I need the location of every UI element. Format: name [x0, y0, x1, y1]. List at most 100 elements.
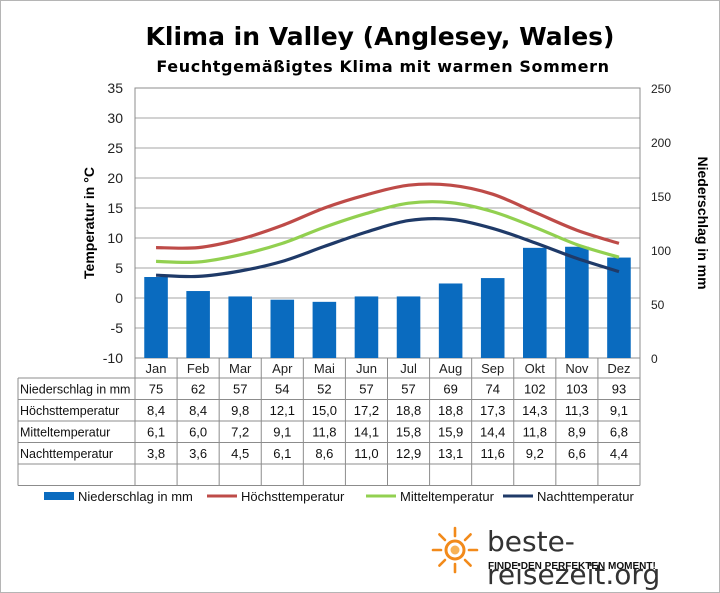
- y-right-axis-label: Niederschlag in mm: [695, 156, 711, 289]
- table-cell: 6,8: [610, 425, 628, 440]
- series-line-mitteltemperatur: [156, 200, 620, 264]
- x-tick-label: Mar: [229, 361, 252, 376]
- table-cell: 4,4: [610, 446, 628, 461]
- plot-area: [134, 87, 641, 359]
- sun-icon: [431, 526, 479, 574]
- table-cell: 8,4: [189, 403, 207, 418]
- y-right-tick-label: 200: [651, 136, 671, 150]
- x-tick-label: Nov: [565, 361, 589, 376]
- y-left-tick-label: 30: [107, 110, 123, 126]
- y-left-tick-label: 15: [107, 200, 123, 216]
- table-cell: 11,0: [354, 446, 378, 461]
- brand-slogan: FINDE DEN PERFEKTEN MOMENT!: [488, 561, 656, 572]
- y-left-tick-label: 35: [107, 80, 123, 96]
- table-cell: 9,2: [526, 446, 544, 461]
- table-cell: 18,8: [438, 403, 463, 418]
- chart-title: Klima in Valley (Anglesey, Wales): [145, 22, 615, 51]
- x-tick-label: Sep: [481, 361, 504, 376]
- y-left-tick-label: 5: [115, 260, 123, 276]
- x-tick-label: Jan: [146, 361, 167, 376]
- precipitation-bar: [396, 296, 421, 358]
- y-right-tick-label: 50: [651, 298, 665, 312]
- table-cell: 15,0: [312, 403, 337, 418]
- precipitation-bar: [144, 277, 168, 358]
- chart-subtitle: Feuchtgemäßigtes Klima mit warmen Sommer…: [156, 57, 610, 76]
- table-cell: 57: [233, 382, 247, 397]
- table-cell: 6,1: [147, 425, 165, 440]
- y-left-tick-label: -5: [111, 320, 124, 336]
- precipitation-bar: [438, 283, 463, 358]
- table-cell: 11,3: [565, 403, 589, 418]
- table-cell: 8,9: [568, 425, 586, 440]
- table-cell: 17,2: [354, 403, 379, 418]
- x-tick-label: Aug: [439, 361, 462, 376]
- table-cell: 74: [485, 382, 499, 397]
- series-line-höchsttemperatur: [156, 182, 620, 250]
- table-cell: 8,6: [315, 446, 333, 461]
- y-left-axis-label: Temperatur in °C: [81, 167, 97, 279]
- table-cell: 14,4: [480, 425, 505, 440]
- y-right-tick-label: 150: [651, 190, 671, 204]
- table-cell: 9,1: [610, 403, 628, 418]
- table-row-label: Niederschlag in mm: [20, 383, 130, 397]
- legend-swatch: [44, 492, 74, 500]
- table-cell: 102: [524, 382, 546, 397]
- precipitation-bar: [186, 291, 210, 358]
- table-cell: 14,1: [354, 425, 379, 440]
- legend-label: Niederschlag in mm: [78, 489, 193, 504]
- y-right-tick-label: 250: [651, 82, 671, 96]
- y-right-tick-label: 0: [651, 352, 658, 366]
- x-tick-label: Feb: [187, 361, 209, 376]
- table-cell: 75: [149, 382, 163, 397]
- table-row-label: Nachttemperatur: [20, 447, 113, 461]
- table-cell: 3,8: [147, 446, 165, 461]
- x-tick-label: Jul: [400, 361, 417, 376]
- table-cell: 3,6: [189, 446, 207, 461]
- table-cell: 17,3: [480, 403, 505, 418]
- table-cell: 8,4: [147, 403, 165, 418]
- legend-label: Höchsttemperatur: [241, 489, 345, 504]
- precipitation-bar: [523, 247, 547, 358]
- series-line-nachttemperatur: [155, 217, 620, 279]
- precipitation-bar: [480, 278, 505, 358]
- table-cell: 9,8: [231, 403, 249, 418]
- table-row-label: Mitteltemperatur: [20, 426, 110, 440]
- table-cell: 15,9: [438, 425, 463, 440]
- x-tick-label: Mai: [314, 361, 335, 376]
- x-tick-label: Okt: [525, 361, 546, 376]
- table-cell: 7,2: [231, 425, 249, 440]
- y-left-tick-label: 20: [107, 170, 123, 186]
- legend-label: Nachttemperatur: [537, 489, 634, 504]
- legend-label: Mitteltemperatur: [400, 489, 495, 504]
- table-cell: 12,1: [270, 403, 295, 418]
- x-tick-label: Apr: [272, 361, 293, 376]
- table-cell: 18,8: [396, 403, 421, 418]
- x-tick-label: Jun: [356, 361, 377, 376]
- y-left-tick-label: 25: [107, 140, 123, 156]
- table-cell: 69: [443, 382, 457, 397]
- table-cell: 6,6: [568, 446, 586, 461]
- table-cell: 11,8: [523, 425, 547, 440]
- y-left-tick-label: 0: [115, 290, 123, 306]
- table-cell: 11,8: [312, 425, 336, 440]
- table-cell: 6,1: [273, 446, 291, 461]
- precipitation-bar: [607, 257, 631, 358]
- precipitation-bar: [312, 301, 337, 358]
- table-cell: 12,9: [396, 446, 421, 461]
- y-right-tick-label: 100: [651, 244, 671, 258]
- table-cell: 62: [191, 382, 205, 397]
- table-row-label: Höchsttemperatur: [20, 404, 119, 418]
- y-left-tick-label: -10: [103, 350, 123, 366]
- y-left-tick-label: 10: [107, 230, 123, 246]
- precipitation-bar: [270, 299, 295, 358]
- table-cell: 15,8: [396, 425, 421, 440]
- table-cell: 93: [612, 382, 626, 397]
- table-cell: 6,0: [189, 425, 207, 440]
- precipitation-bar: [228, 296, 252, 358]
- table-cell: 13,1: [438, 446, 463, 461]
- table-cell: 57: [359, 382, 373, 397]
- table-cell: 103: [566, 382, 588, 397]
- table-cell: 14,3: [522, 403, 547, 418]
- precipitation-bar: [565, 246, 589, 358]
